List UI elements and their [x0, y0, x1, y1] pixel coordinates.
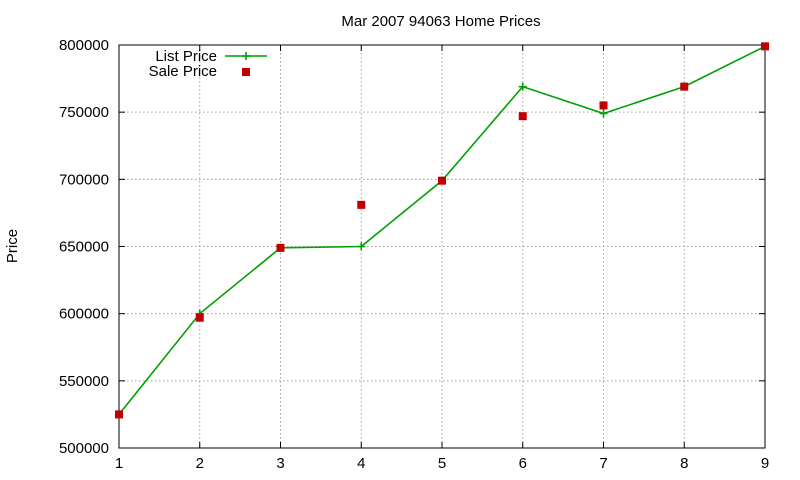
list-price-point: [357, 242, 366, 251]
plot-frame: [118, 44, 766, 449]
legend-marker-list-price: [242, 52, 250, 60]
y-tick-label: 500000: [59, 440, 109, 457]
sale-price-point: [761, 42, 769, 51]
y-tick-label: 700000: [59, 171, 109, 188]
x-tick-label: 1: [115, 455, 123, 472]
legend-label-list-price: List Price: [155, 48, 217, 65]
list-price-point: [518, 82, 527, 91]
sale-price-point: [438, 176, 446, 185]
chart-title: Mar 2007 94063 Home Prices: [341, 13, 540, 30]
x-tick-label: 2: [196, 455, 204, 472]
x-tick-label: 9: [761, 455, 769, 472]
y-tick-label: 600000: [59, 306, 109, 323]
sale-price-point: [195, 313, 204, 322]
y-tick-label: 750000: [59, 104, 109, 121]
x-tick-label: 3: [276, 455, 284, 472]
x-tick-label: 8: [680, 455, 688, 472]
y-axis-label: Price: [4, 229, 21, 263]
series-layer: [115, 42, 769, 419]
x-tick-label: 6: [519, 455, 527, 472]
sale-price-point: [115, 410, 123, 419]
legend-marker-sale-price: [242, 68, 250, 76]
x-tick-label: 5: [438, 455, 446, 472]
sale-price-point: [518, 112, 527, 121]
sale-price-point: [680, 82, 689, 91]
tick-layer: 500000 550000 600000 650000 700000 750000 8000…: [59, 37, 769, 472]
sale-price-point: [276, 243, 285, 252]
legend: List Price Sale Price: [149, 48, 267, 80]
sale-price-point: [357, 200, 366, 209]
x-tick-label: 7: [599, 455, 607, 472]
x-tick-label: 4: [357, 455, 365, 472]
y-tick-label: 550000: [59, 373, 109, 390]
y-tick-label: 650000: [59, 239, 109, 256]
y-tick-label: 800000: [59, 37, 109, 54]
sale-price-point: [599, 101, 608, 110]
legend-label-sale-price: Sale Price: [149, 63, 217, 80]
list-price-point: [599, 109, 608, 118]
